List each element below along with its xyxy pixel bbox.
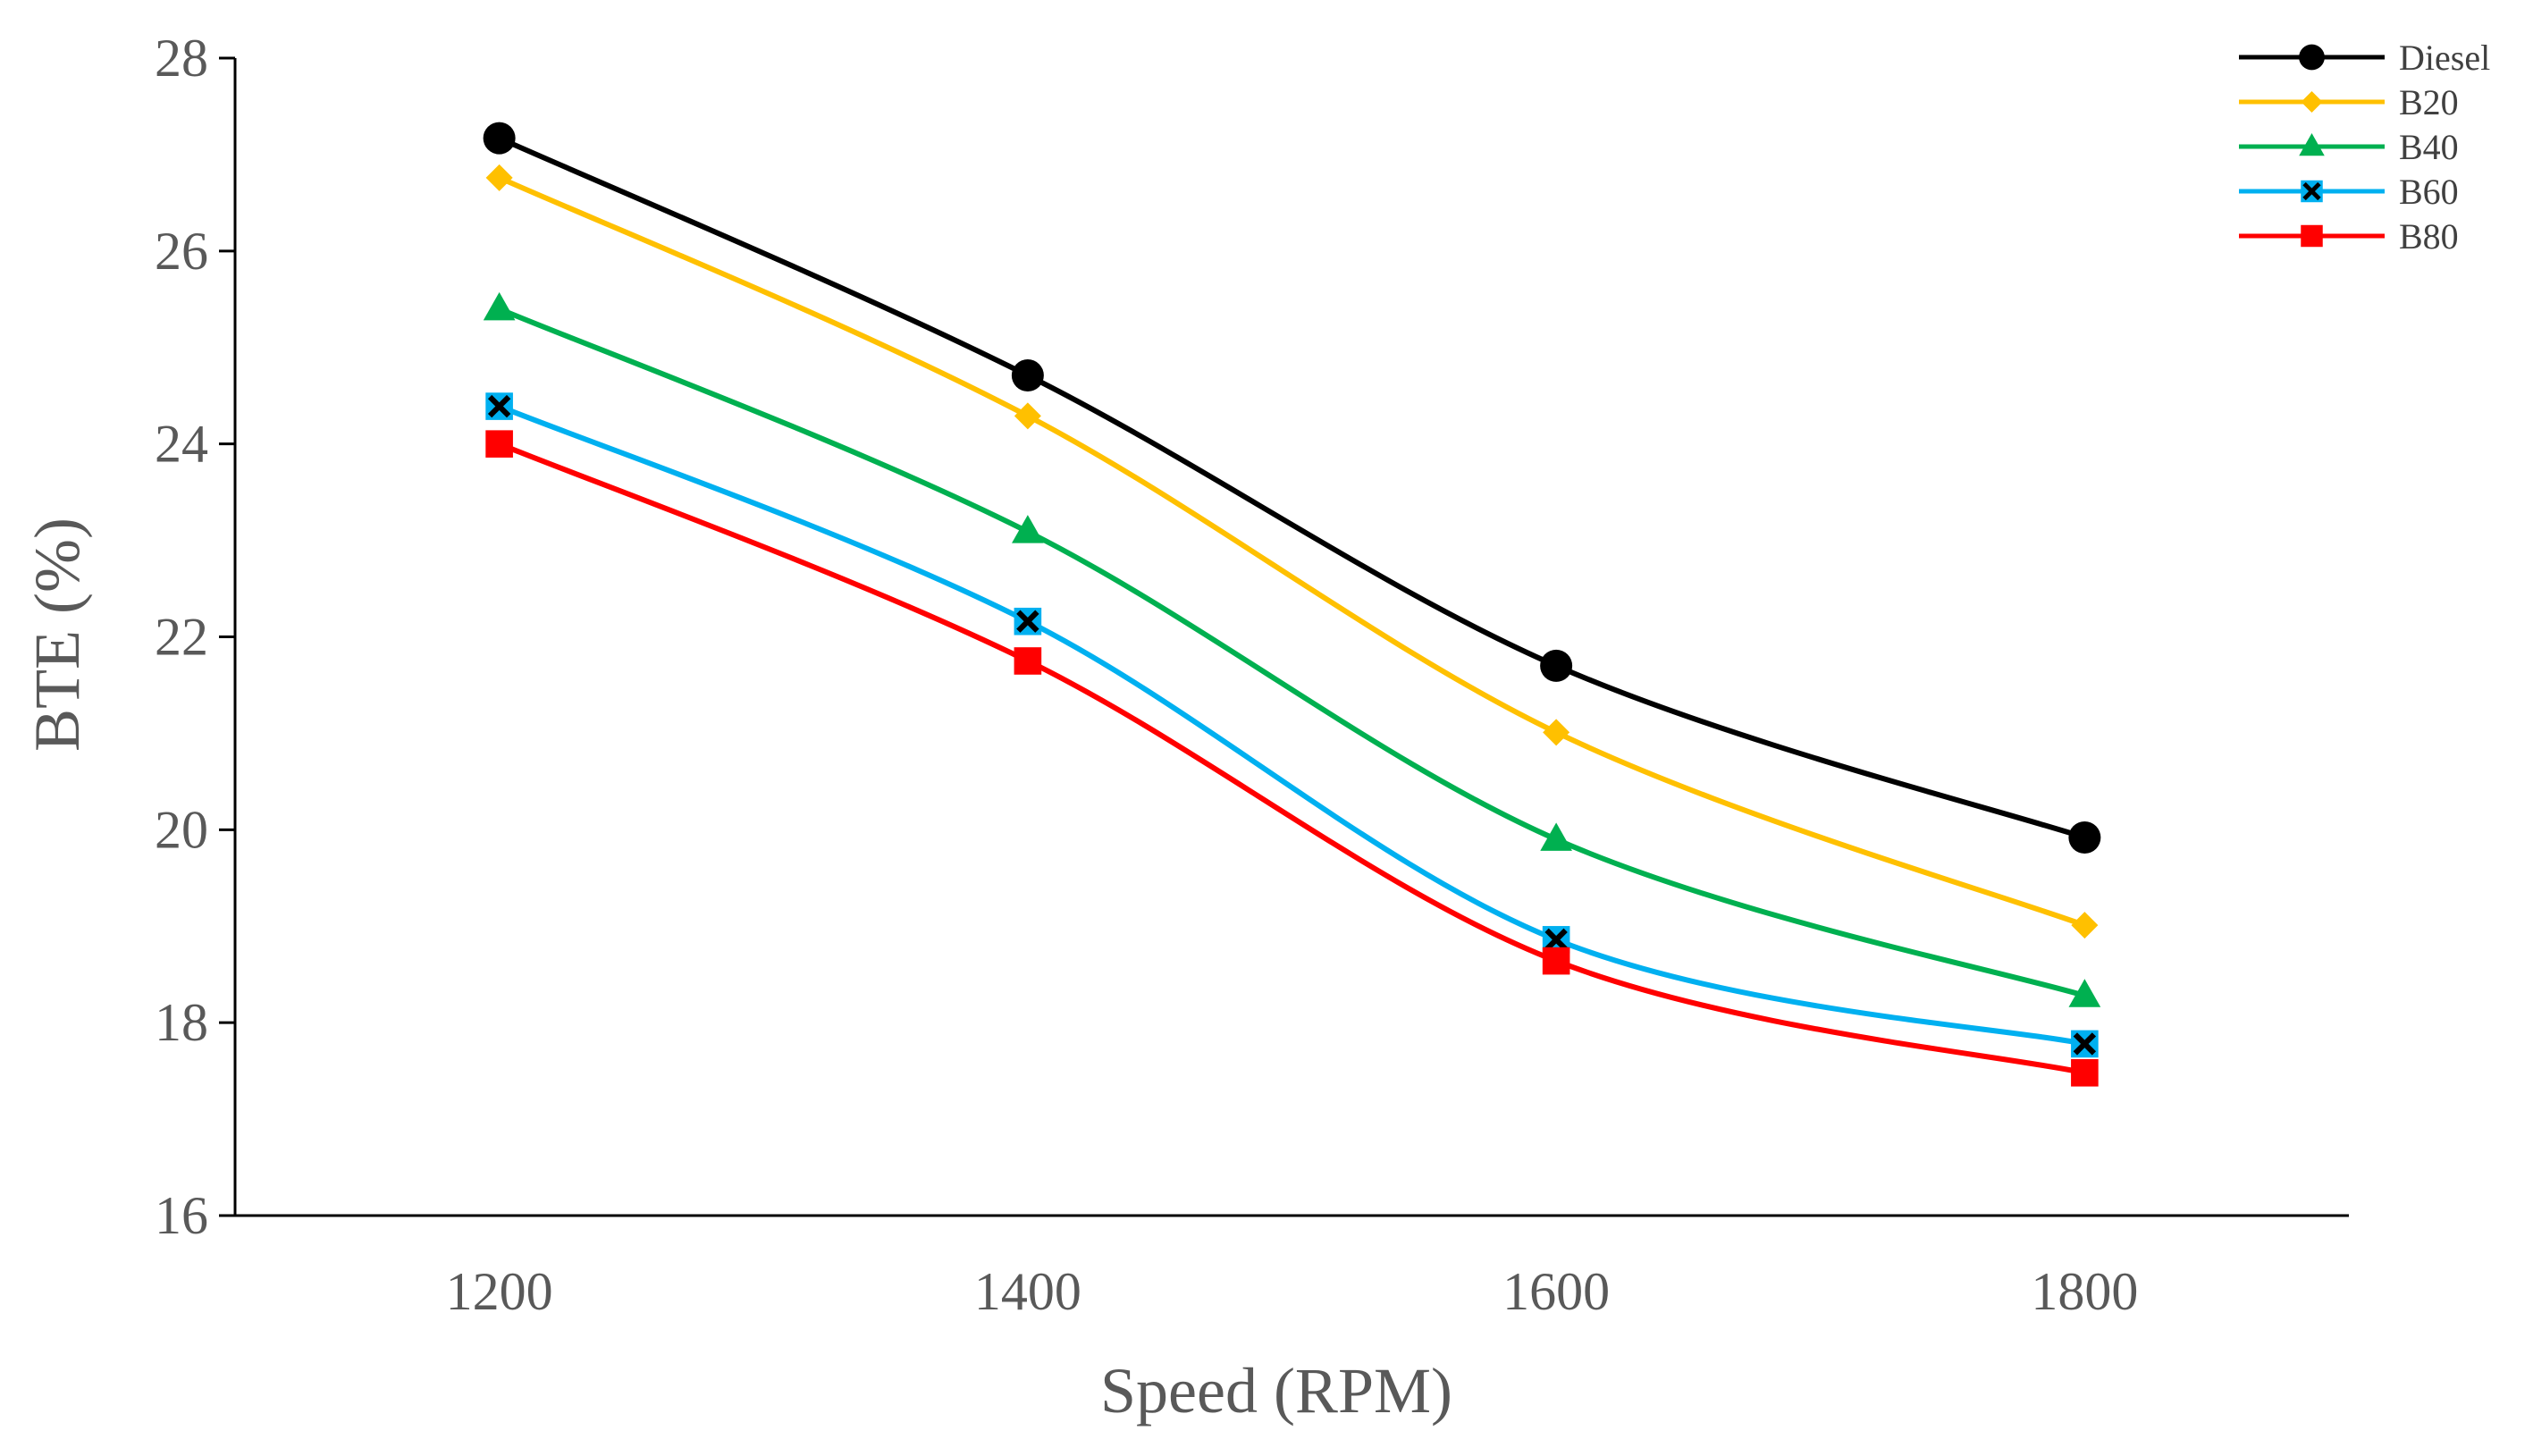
point-b40-1200 bbox=[483, 291, 516, 321]
point-diesel-1200 bbox=[483, 122, 516, 155]
point-b40-1800 bbox=[2068, 979, 2101, 1007]
series-line-b60 bbox=[498, 403, 2085, 1047]
point-diesel-1600 bbox=[1540, 649, 1573, 682]
y-tick-label-18: 18 bbox=[155, 993, 208, 1052]
point-b60-1200 bbox=[485, 392, 513, 420]
point-b80-1600 bbox=[1542, 947, 1570, 975]
y-tick-label-26: 26 bbox=[155, 222, 208, 281]
point-b20-1800 bbox=[2071, 912, 2099, 939]
series-b80 bbox=[485, 430, 2099, 1087]
legend-label-diesel: Diesel bbox=[2399, 38, 2490, 78]
x-axis-title: Speed (RPM) bbox=[1100, 1355, 1452, 1427]
point-diesel-1400 bbox=[1011, 359, 1044, 392]
series-layer bbox=[483, 122, 2101, 1087]
y-tick-label-28: 28 bbox=[155, 29, 208, 88]
point-b60-1600-x2 bbox=[1544, 928, 1568, 952]
y-tick-label-20: 20 bbox=[155, 800, 208, 859]
series-line-b80 bbox=[498, 441, 2086, 1076]
point-b60-1400 bbox=[1014, 607, 1042, 635]
legend-label-b60: B60 bbox=[2399, 172, 2459, 212]
series-diesel bbox=[483, 122, 2101, 854]
axes-layer: 16 18 20 22 24 26 28 1200 1400 1600 1800 bbox=[155, 29, 2349, 1321]
legend-label-b20: B20 bbox=[2399, 82, 2459, 122]
series-b60 bbox=[485, 392, 2099, 1058]
point-diesel-1800 bbox=[2068, 821, 2101, 854]
legend-marker-b80 bbox=[2301, 224, 2323, 248]
point-b40-1400 bbox=[1012, 515, 1044, 543]
point-b60-1400-x2 bbox=[1016, 610, 1039, 633]
legend-marker-b20 bbox=[2301, 91, 2323, 113]
legend-item-b40: B40 bbox=[2239, 127, 2459, 167]
point-b60-1800-x2 bbox=[2073, 1032, 2097, 1056]
point-b80-1200 bbox=[485, 430, 513, 458]
y-tick-label-22: 22 bbox=[155, 608, 208, 667]
point-b40-1600 bbox=[1540, 822, 1572, 851]
legend-marker-diesel bbox=[2299, 44, 2325, 71]
x-tick-label-1200: 1200 bbox=[446, 1262, 553, 1321]
legend-label-b40: B40 bbox=[2399, 127, 2459, 167]
x-tick-label-1400: 1400 bbox=[974, 1262, 1081, 1321]
point-b60-1800 bbox=[2071, 1030, 2099, 1058]
point-b80-1400 bbox=[1014, 647, 1042, 675]
series-b40 bbox=[483, 291, 2101, 1007]
legend-item-b80: B80 bbox=[2239, 216, 2459, 257]
legend-item-diesel: Diesel bbox=[2239, 38, 2490, 78]
series-b20 bbox=[485, 164, 2099, 939]
point-b20-1600 bbox=[1543, 719, 1570, 746]
legend-item-b20: B20 bbox=[2239, 82, 2459, 122]
series-line-diesel bbox=[498, 135, 2086, 840]
point-b60-1200-x2 bbox=[487, 394, 511, 418]
point-b80-1800 bbox=[2071, 1058, 2099, 1087]
legend-marker-b40 bbox=[2299, 133, 2325, 156]
point-b20-1200 bbox=[485, 164, 513, 191]
series-line-b40 bbox=[498, 306, 2086, 998]
legend-marker-b60 bbox=[2301, 180, 2323, 203]
legend-label-b80: B80 bbox=[2399, 216, 2459, 257]
y-tick-label-24: 24 bbox=[155, 415, 208, 474]
x-tick-label-1800: 1800 bbox=[2031, 1262, 2138, 1321]
y-tick-label-16: 16 bbox=[155, 1186, 208, 1245]
y-axis-title: BTE (%) bbox=[21, 518, 93, 752]
legend-item-b60: B60 bbox=[2239, 172, 2459, 212]
series-line-b20 bbox=[498, 175, 2086, 928]
point-b20-1400 bbox=[1014, 402, 1041, 430]
legend-marker-b60-x2 bbox=[2302, 181, 2321, 201]
x-tick-label-1600: 1600 bbox=[1502, 1262, 1610, 1321]
